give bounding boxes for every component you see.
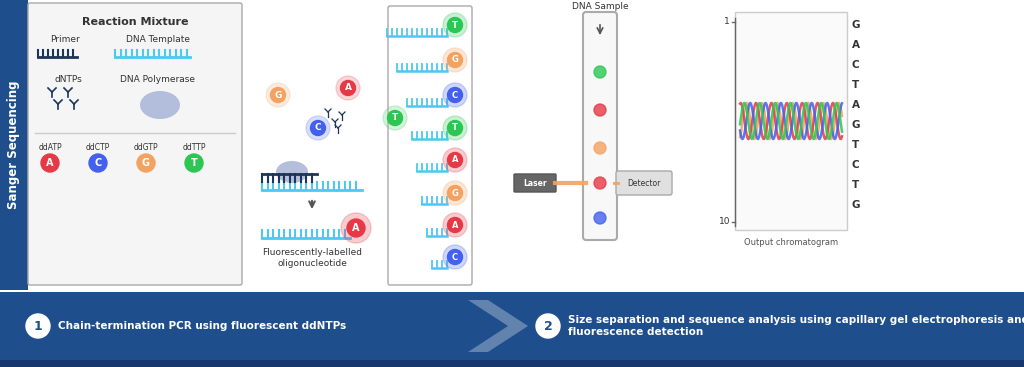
Bar (0, 292, 1024, 360)
Text: ddTTP: ddTTP (182, 143, 206, 153)
Text: Reaction Mixture: Reaction Mixture (82, 17, 188, 27)
Text: dNTPs: dNTPs (54, 76, 82, 84)
Circle shape (306, 116, 330, 140)
Circle shape (594, 66, 606, 78)
Text: Chain-termination PCR using fluorescent ddNTPs: Chain-termination PCR using fluorescent … (58, 321, 346, 331)
Circle shape (137, 154, 155, 172)
Circle shape (443, 13, 467, 37)
Circle shape (26, 314, 50, 338)
Bar (735, 12, 847, 230)
Text: G: G (852, 200, 860, 210)
FancyBboxPatch shape (616, 171, 672, 195)
Circle shape (447, 250, 463, 265)
Text: C: C (94, 158, 101, 168)
Circle shape (447, 218, 463, 233)
Ellipse shape (140, 91, 180, 119)
Circle shape (443, 181, 467, 205)
Text: C: C (452, 252, 458, 262)
Circle shape (270, 87, 286, 102)
Circle shape (310, 120, 326, 135)
Text: T: T (392, 113, 398, 123)
Circle shape (89, 154, 106, 172)
Text: DNA Template: DNA Template (126, 36, 190, 44)
Circle shape (383, 106, 407, 130)
Text: Detector: Detector (628, 178, 660, 188)
Text: ddATP: ddATP (38, 143, 61, 153)
Circle shape (341, 213, 371, 243)
Text: A: A (352, 223, 359, 233)
Bar (0, 360, 1024, 367)
Text: C: C (852, 160, 859, 170)
Circle shape (443, 83, 467, 107)
Text: T: T (190, 158, 198, 168)
Text: T: T (852, 80, 859, 90)
Circle shape (336, 76, 360, 100)
Circle shape (594, 212, 606, 224)
Text: T: T (852, 140, 859, 150)
Circle shape (387, 110, 402, 126)
FancyBboxPatch shape (28, 3, 242, 285)
Circle shape (443, 148, 467, 172)
Circle shape (447, 52, 463, 68)
Text: 2: 2 (544, 320, 552, 333)
Ellipse shape (276, 161, 308, 183)
Circle shape (443, 116, 467, 140)
Text: A: A (46, 158, 53, 168)
Circle shape (594, 104, 606, 116)
Text: 1: 1 (724, 18, 730, 26)
Circle shape (347, 219, 365, 237)
Text: DNA Polymerase: DNA Polymerase (121, 76, 196, 84)
Text: C: C (314, 124, 322, 132)
Circle shape (266, 83, 290, 107)
Text: Size separation and sequence analysis using capillary gel electrophoresis and
fl: Size separation and sequence analysis us… (568, 315, 1024, 337)
Text: 10: 10 (719, 218, 730, 226)
Text: DNA Sample: DNA Sample (571, 2, 629, 11)
Text: Laser: Laser (523, 178, 547, 188)
Text: G: G (852, 20, 860, 30)
Text: C: C (852, 60, 859, 70)
Text: T: T (452, 124, 458, 132)
Circle shape (185, 154, 203, 172)
Text: A: A (852, 100, 860, 110)
Text: A: A (344, 84, 351, 92)
Polygon shape (468, 300, 528, 352)
Circle shape (447, 185, 463, 200)
Text: G: G (452, 189, 459, 197)
Circle shape (447, 87, 463, 102)
Text: Sanger Sequencing: Sanger Sequencing (7, 81, 20, 209)
Circle shape (41, 154, 59, 172)
Text: Output chromatogram: Output chromatogram (744, 238, 838, 247)
FancyBboxPatch shape (583, 12, 617, 240)
Circle shape (443, 48, 467, 72)
Text: T: T (452, 21, 458, 29)
Circle shape (536, 314, 560, 338)
Text: A: A (452, 221, 459, 229)
Circle shape (443, 245, 467, 269)
Text: A: A (452, 156, 459, 164)
Text: A: A (852, 40, 860, 50)
Text: 1: 1 (34, 320, 42, 333)
Circle shape (341, 80, 355, 95)
Text: Fluorescently-labelled
oligonucleotide: Fluorescently-labelled oligonucleotide (262, 248, 362, 268)
Circle shape (447, 153, 463, 167)
Bar (0, 0, 28, 290)
Circle shape (443, 213, 467, 237)
Circle shape (447, 120, 463, 135)
FancyBboxPatch shape (514, 174, 556, 192)
Text: T: T (852, 180, 859, 190)
Circle shape (594, 142, 606, 154)
Text: G: G (274, 91, 282, 99)
Text: Primer: Primer (50, 36, 80, 44)
Text: G: G (452, 55, 459, 65)
Text: G: G (852, 120, 860, 130)
Text: ddGTP: ddGTP (134, 143, 159, 153)
Text: ddCTP: ddCTP (86, 143, 111, 153)
Circle shape (447, 18, 463, 33)
Text: G: G (142, 158, 150, 168)
Text: C: C (452, 91, 458, 99)
Circle shape (594, 177, 606, 189)
